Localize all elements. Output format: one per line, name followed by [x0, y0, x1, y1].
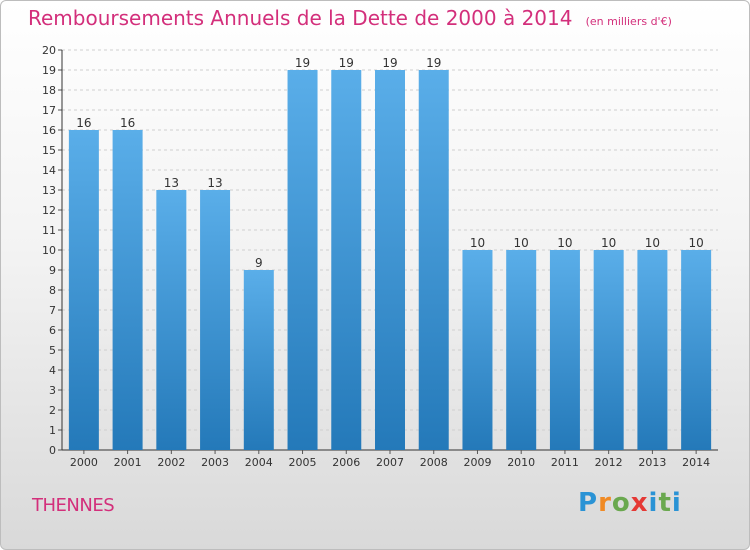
- bar: [549, 250, 580, 450]
- y-tick-label: 18: [42, 84, 56, 97]
- bar: [331, 70, 362, 450]
- x-tick-label: 2009: [463, 456, 491, 469]
- y-tick-label: 12: [42, 204, 56, 217]
- y-tick-label: 14: [42, 164, 56, 177]
- y-tick-label: 7: [49, 304, 56, 317]
- data-label: 16: [76, 116, 91, 130]
- x-tick-label: 2012: [595, 456, 623, 469]
- logo-letter: o: [611, 488, 631, 518]
- bar: [637, 250, 668, 450]
- data-label: 10: [688, 236, 703, 250]
- bar: [462, 250, 493, 450]
- chart-title-text: Remboursements Annuels de la Dette de 20…: [28, 6, 573, 30]
- x-tick-label: 2001: [114, 456, 142, 469]
- data-label: 13: [164, 176, 179, 190]
- commune-name: THENNES: [32, 495, 115, 516]
- data-label: 10: [557, 236, 572, 250]
- y-tick-label: 5: [49, 344, 56, 357]
- y-tick-label: 6: [49, 324, 56, 337]
- logo-letter: P: [578, 488, 599, 518]
- bar: [593, 250, 624, 450]
- x-tick-label: 2002: [157, 456, 185, 469]
- x-tick-label: 2003: [201, 456, 229, 469]
- x-tick-label: 2000: [70, 456, 98, 469]
- y-tick-label: 3: [49, 384, 56, 397]
- logo-letter: x: [630, 488, 649, 518]
- bar: [418, 70, 449, 450]
- y-tick-label: 0: [49, 444, 56, 457]
- y-tick-label: 2: [49, 404, 56, 417]
- bar: [112, 130, 143, 450]
- x-tick-label: 2008: [420, 456, 448, 469]
- chart-title: Remboursements Annuels de la Dette de 20…: [28, 6, 672, 30]
- x-tick-label: 2006: [332, 456, 360, 469]
- y-tick-label: 20: [42, 44, 56, 57]
- data-label: 10: [514, 236, 529, 250]
- data-label: 10: [645, 236, 660, 250]
- bar: [156, 190, 187, 450]
- y-tick-label: 1: [49, 424, 56, 437]
- bar: [243, 270, 274, 450]
- bar: [506, 250, 537, 450]
- y-tick-label: 15: [42, 144, 56, 157]
- data-label: 19: [295, 56, 310, 70]
- y-tick-label: 19: [42, 64, 56, 77]
- y-tick-label: 9: [49, 264, 56, 277]
- data-label: 19: [426, 56, 441, 70]
- y-tick-label: 10: [42, 244, 56, 257]
- y-tick-label: 13: [42, 184, 56, 197]
- y-tick-label: 17: [42, 104, 56, 117]
- x-tick-label: 2011: [551, 456, 579, 469]
- bar: [68, 130, 99, 450]
- x-tick-label: 2014: [682, 456, 710, 469]
- data-label: 10: [470, 236, 485, 250]
- x-tick-label: 2010: [507, 456, 535, 469]
- x-tick-label: 2004: [245, 456, 273, 469]
- data-label: 13: [207, 176, 222, 190]
- proxiti-logo: Proxiti: [578, 488, 682, 518]
- bar: [200, 190, 231, 450]
- x-tick-label: 2005: [289, 456, 317, 469]
- logo-letter: t: [658, 488, 672, 518]
- logo-letter: r: [598, 488, 612, 518]
- y-tick-label: 8: [49, 284, 56, 297]
- x-tick-label: 2007: [376, 456, 404, 469]
- bar: [681, 250, 712, 450]
- y-tick-label: 4: [49, 364, 56, 377]
- data-label: 16: [120, 116, 135, 130]
- logo-letter: i: [648, 488, 659, 518]
- y-tick-label: 11: [42, 224, 56, 237]
- data-label: 19: [382, 56, 397, 70]
- bar: [287, 70, 318, 450]
- chart-unit-label: (en milliers d'€): [585, 15, 672, 28]
- data-label: 10: [601, 236, 616, 250]
- y-tick-label: 16: [42, 124, 56, 137]
- data-label: 19: [339, 56, 354, 70]
- logo-letter: i: [671, 488, 682, 518]
- bar: [375, 70, 405, 450]
- x-tick-label: 2013: [638, 456, 666, 469]
- data-label: 9: [255, 256, 263, 270]
